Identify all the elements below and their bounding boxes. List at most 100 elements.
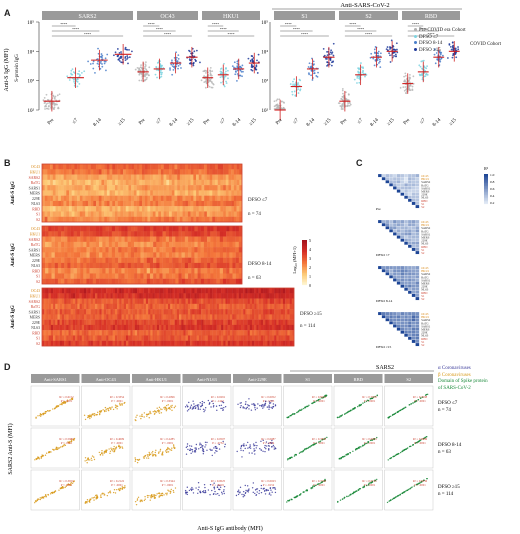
heatmap-cell bbox=[61, 278, 65, 285]
scatter-point bbox=[153, 494, 155, 496]
heatmap-cell bbox=[66, 185, 70, 191]
heatmap-cell bbox=[147, 185, 151, 191]
heatmap-cell bbox=[187, 206, 191, 212]
heatmap-cell bbox=[169, 211, 172, 217]
heatmap-cell bbox=[212, 288, 215, 294]
heatmap-cell bbox=[101, 216, 105, 223]
heatmap-cell bbox=[269, 314, 273, 320]
x-tick-label: ≤7 bbox=[156, 118, 164, 126]
heatmap-cell bbox=[127, 278, 132, 285]
heatmap-cell bbox=[64, 293, 67, 299]
heatmap-cell bbox=[75, 319, 78, 326]
heatmap-cell bbox=[156, 288, 160, 294]
heatmap-cell bbox=[289, 324, 292, 331]
heatmap-cell bbox=[217, 195, 221, 202]
heatmap-cell bbox=[213, 273, 217, 279]
heatmap-cell bbox=[212, 335, 215, 341]
heatmap-cell bbox=[143, 298, 147, 305]
heatmap-cell bbox=[204, 200, 208, 207]
heatmap-cell bbox=[143, 330, 147, 336]
heatmap-cell bbox=[190, 288, 193, 294]
heatmap-cell bbox=[114, 174, 118, 181]
heatmap-cell bbox=[267, 324, 270, 331]
heatmap-cell bbox=[265, 319, 268, 326]
heatmap-cell bbox=[252, 288, 255, 294]
heatmap-cell bbox=[77, 185, 81, 191]
data-point bbox=[220, 67, 223, 70]
heatmap-cell bbox=[93, 174, 97, 181]
heatmap-cell bbox=[188, 268, 192, 274]
heatmap-cell bbox=[67, 236, 71, 243]
heatmap-cell bbox=[205, 293, 208, 299]
heatmap-cell bbox=[190, 211, 194, 217]
heatmap-cell bbox=[137, 319, 140, 326]
heatmap-cell bbox=[256, 288, 259, 294]
data-point bbox=[247, 57, 250, 60]
heatmap-cell bbox=[147, 164, 151, 170]
heatmap-cell bbox=[192, 319, 195, 326]
heatmap-cell bbox=[99, 303, 102, 310]
colorbar-step bbox=[302, 282, 307, 284]
heatmap-cell bbox=[54, 236, 59, 243]
heatmap-cell bbox=[214, 324, 217, 331]
data-point bbox=[389, 47, 392, 49]
heatmap-cell bbox=[121, 309, 124, 315]
heatmap-cell bbox=[98, 195, 102, 202]
heatmap-cell bbox=[274, 298, 277, 305]
correlation-cell bbox=[381, 311, 386, 316]
correlation-cell bbox=[400, 268, 405, 273]
scatter-point bbox=[166, 494, 168, 496]
x-tick-label: ≤7 bbox=[219, 118, 227, 126]
heatmap-cell bbox=[136, 190, 140, 196]
heatmap-cell bbox=[104, 206, 108, 212]
correlation-cell bbox=[400, 265, 405, 270]
heatmap-cell bbox=[130, 268, 135, 274]
heatmap-cell bbox=[45, 262, 49, 269]
data-point bbox=[134, 68, 137, 71]
heatmap-cell bbox=[174, 195, 178, 202]
heatmap-cell bbox=[149, 226, 154, 232]
heatmap-cell bbox=[187, 195, 191, 202]
heatmap-cell bbox=[53, 298, 56, 305]
heatmap-cell bbox=[223, 340, 226, 347]
heatmap-cell bbox=[96, 211, 99, 217]
heatmap-cell bbox=[112, 195, 116, 202]
scatter-point bbox=[96, 494, 98, 496]
heatmap-cell bbox=[84, 324, 87, 331]
heatmap-cell bbox=[77, 169, 81, 175]
heatmap-cell bbox=[95, 268, 100, 274]
heatmap-cell bbox=[160, 200, 164, 207]
heatmap-cell bbox=[42, 288, 45, 294]
heatmap-cell bbox=[159, 273, 163, 279]
heatmap-cell bbox=[139, 179, 143, 186]
heatmap-cell bbox=[128, 330, 131, 336]
heatmap-cell bbox=[50, 298, 54, 305]
scatter-point bbox=[148, 494, 150, 497]
correlation-cell bbox=[415, 265, 420, 270]
correlation-cell bbox=[407, 198, 412, 202]
correlation-cell bbox=[381, 177, 386, 181]
heatmap-cell bbox=[50, 206, 54, 212]
data-point bbox=[330, 52, 333, 55]
heatmap-cell bbox=[207, 314, 211, 320]
correlation-row-label: MERS bbox=[421, 282, 430, 286]
p-value-label: P < .0001 bbox=[61, 483, 73, 487]
correlation-cell bbox=[411, 226, 416, 230]
heatmap-cell bbox=[232, 293, 235, 299]
heatmap-cell bbox=[219, 252, 224, 258]
data-point bbox=[362, 70, 364, 72]
heatmap-cell bbox=[150, 190, 154, 196]
scatter-point bbox=[155, 411, 157, 413]
heatmap-cell bbox=[105, 273, 109, 279]
heatmap-cell bbox=[287, 330, 290, 336]
heatmap-cell bbox=[232, 335, 235, 341]
heatmap-cell bbox=[132, 335, 136, 341]
scatter-point bbox=[90, 416, 92, 418]
heatmap-cell bbox=[121, 226, 125, 232]
heatmap-cell bbox=[58, 216, 62, 223]
heatmap-cell bbox=[155, 190, 159, 196]
heatmap-cell bbox=[182, 211, 186, 217]
heatmap-cell bbox=[152, 303, 155, 310]
heatmap-cell bbox=[179, 314, 182, 320]
heatmap-cell bbox=[44, 330, 47, 336]
